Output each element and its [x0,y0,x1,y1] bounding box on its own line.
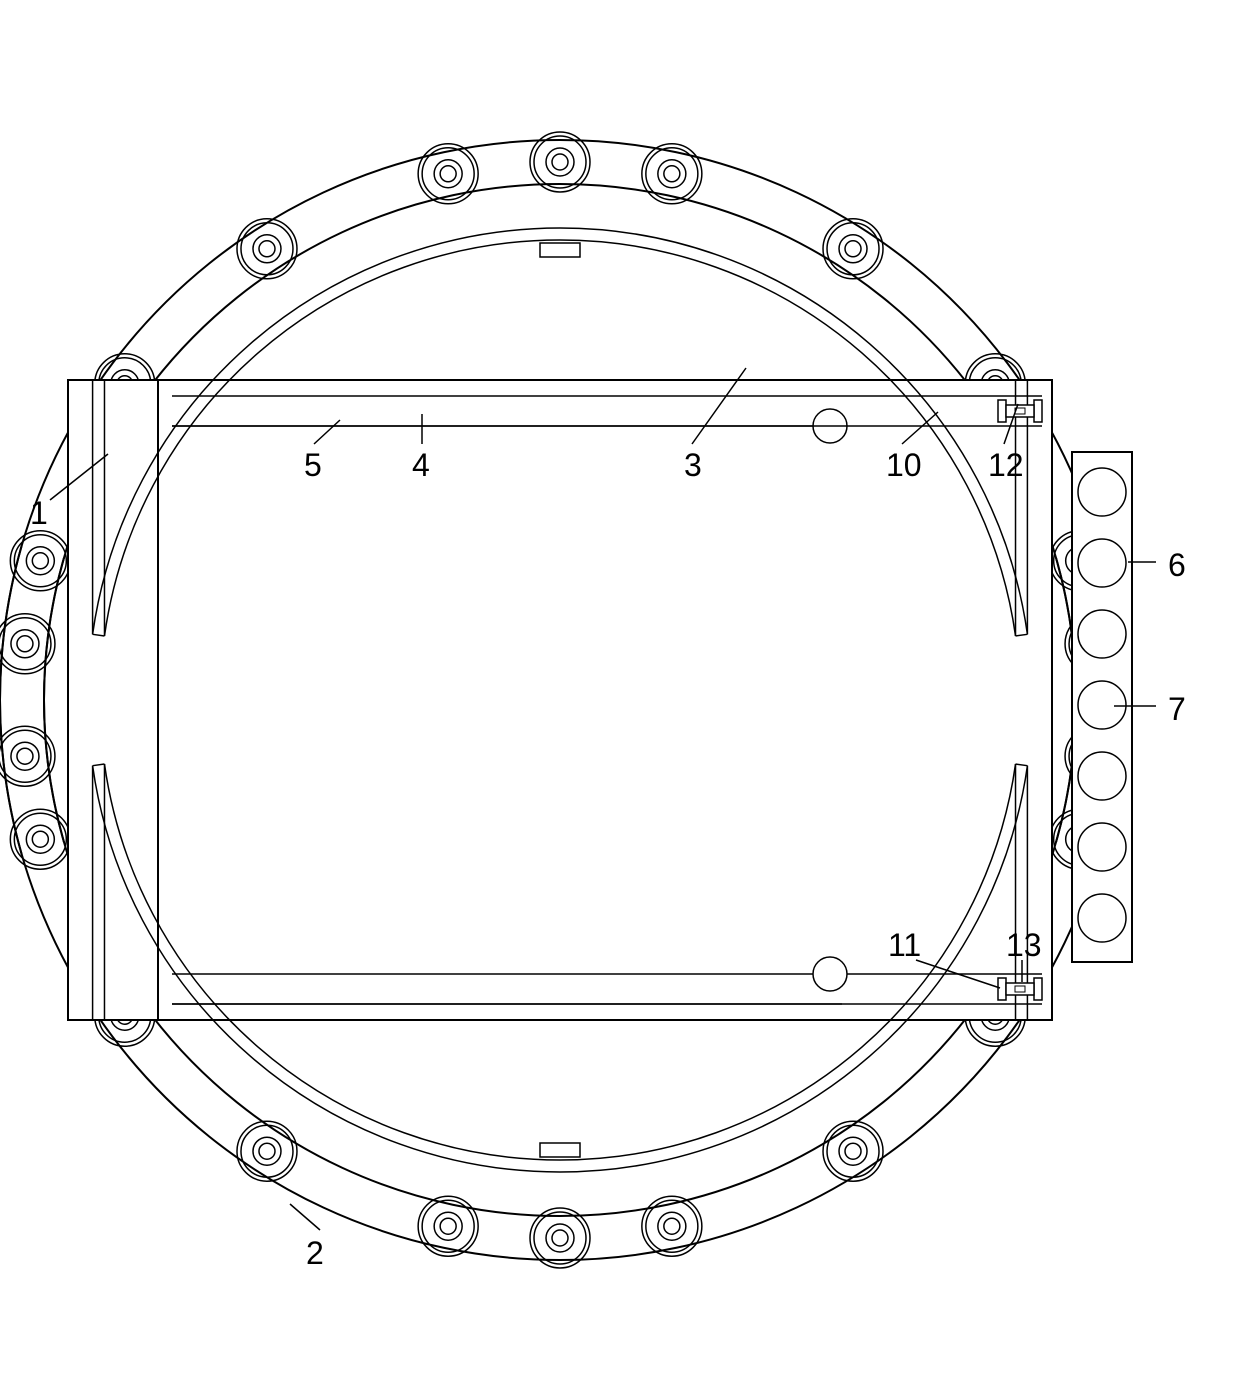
technical-drawing: 123456710111213 [0,0,1240,1373]
bolt-icon [823,1121,883,1181]
label-10: 10 [886,447,922,483]
label-7: 7 [1168,691,1186,727]
bolt-icon [418,144,478,204]
label-5: 5 [304,447,322,483]
right-panel [1072,452,1132,962]
bolt-icon [642,144,702,204]
label-3: 3 [684,447,702,483]
label-12: 12 [988,447,1024,483]
label-2: 2 [306,1235,324,1271]
leader-2 [290,1204,320,1230]
bolt-icon [823,219,883,279]
label-1: 1 [30,495,48,531]
bolt-icon [642,1196,702,1256]
label-6: 6 [1168,547,1186,583]
bolt-icon [10,809,70,869]
bolt-icon [237,1121,297,1181]
label-11: 11 [888,927,921,963]
label-4: 4 [412,447,430,483]
bolt-icon [418,1196,478,1256]
center-tab [540,243,580,257]
rail-ball [813,957,847,991]
label-13: 13 [1006,927,1042,963]
bolt-icon [10,531,70,591]
center-tab [540,1143,580,1157]
bolt-icon [237,219,297,279]
